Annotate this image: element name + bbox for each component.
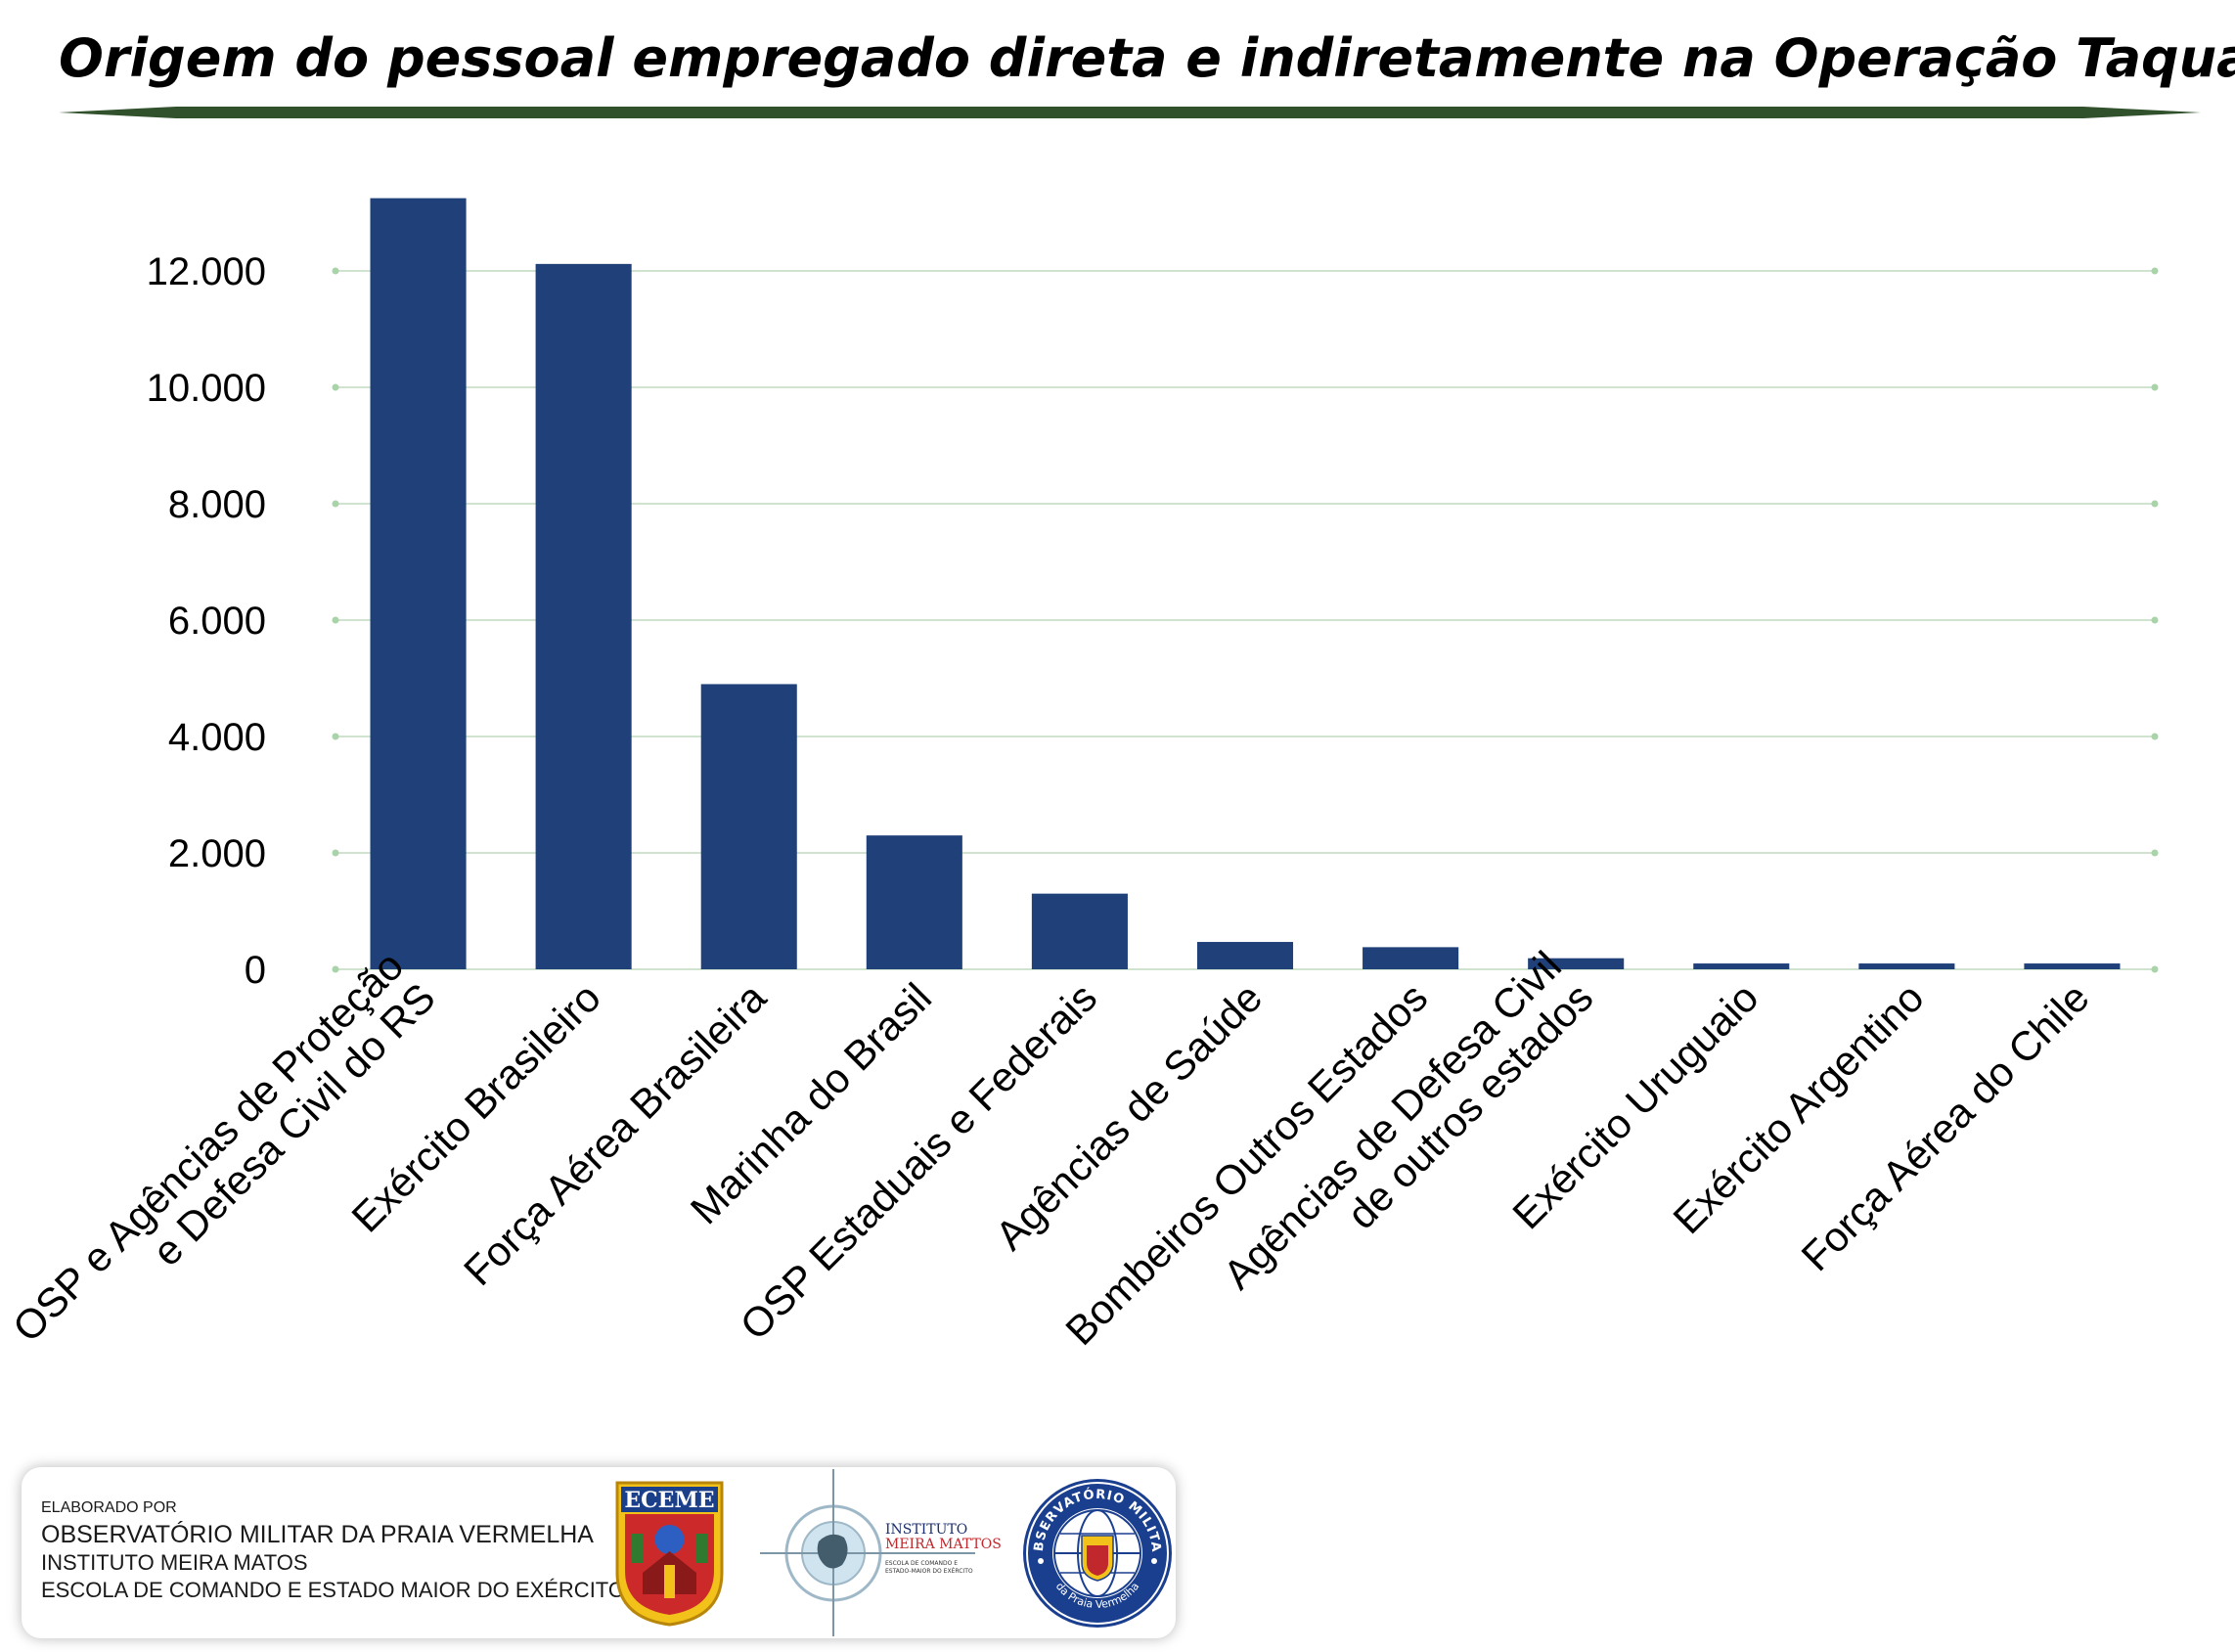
x-tick-label: Força Aérea do Chile (1792, 974, 2097, 1279)
gridline-dot (2151, 965, 2159, 973)
bar (700, 684, 797, 969)
gridline-dot (2151, 267, 2159, 275)
gridline-dot (2151, 733, 2159, 740)
y-tick-label: 0 (245, 949, 266, 992)
gridline-dot (2151, 383, 2159, 391)
x-tick-label: Força Aérea Brasileira (455, 974, 775, 1294)
y-tick-label: 8.000 (168, 483, 266, 526)
chart-title: Origem do pessoal empregado direta e ind… (59, 27, 2235, 89)
bar (1693, 963, 1790, 969)
footer-line-instituto: INSTITUTO MEIRA MATOS (41, 1550, 308, 1575)
footer-credits: ELABORADO POR OBSERVATÓRIO MILITAR DA PR… (22, 1467, 1176, 1638)
title-underline (59, 107, 2201, 118)
gridline-dot (332, 267, 339, 275)
x-tick-label-line: OSP e Agências de Proteção (4, 943, 412, 1351)
bar (1528, 958, 1625, 969)
x-tick-label: OSP Estaduais e Federais (732, 974, 1106, 1349)
gridline-dot (332, 500, 339, 508)
footer-text: ELABORADO POR OBSERVATÓRIO MILITAR DA PR… (41, 1496, 625, 1604)
eceme-logo-text: ECEME (624, 1488, 714, 1513)
bar (370, 198, 467, 969)
bars (370, 198, 2121, 969)
y-tick-label: 4.000 (168, 716, 266, 759)
bar (1858, 963, 1955, 969)
bar (2024, 963, 2121, 969)
bar (1031, 893, 1128, 969)
observatorio-militar-seal-logo: OBSERVATÓRIO MILITAR da Praia Vermelha (1019, 1475, 1172, 1628)
x-tick-label-line: Força Aérea Brasileira (455, 974, 775, 1294)
gridline-dot (332, 965, 339, 973)
footer-line-escola: ESCOLA DE COMANDO E ESTADO MAIOR DO EXÉR… (41, 1578, 625, 1602)
imm-logo-line1: INSTITUTO (885, 1522, 967, 1538)
gridline-dot (332, 733, 339, 740)
footer-line-elaborado: ELABORADO POR (41, 1499, 177, 1516)
gridline-dot (332, 383, 339, 391)
y-tick-label: 6.000 (168, 600, 266, 643)
y-axis-ticks: 0 2.000 4.000 6.000 8.000 10.000 12.000 (147, 250, 266, 992)
eceme-shield-logo: ECEME (615, 1481, 724, 1627)
bar (866, 835, 962, 969)
gridline-dot (332, 849, 339, 857)
gridline-dot (2151, 500, 2159, 508)
bar (1196, 942, 1294, 969)
y-tick-label: 2.000 (168, 832, 266, 875)
x-tick-label-line: OSP Estaduais e Federais (732, 974, 1106, 1349)
imm-logo-line2: MEIRA MATTOS (885, 1537, 1002, 1552)
bar (1363, 947, 1459, 969)
y-tick-label: 12.000 (147, 250, 266, 293)
imm-logo-sub2: ESTADO-MAIOR DO EXÉRCITO (885, 1567, 973, 1575)
gridline-dot (2151, 616, 2159, 624)
y-tick-label: 10.000 (147, 367, 266, 410)
imm-logo-sub1: ESCOLA DE COMANDO E (885, 1560, 958, 1567)
x-tick-label-line: Força Aérea do Chile (1792, 974, 2097, 1279)
footer-line-observatorio: OBSERVATÓRIO MILITAR DA PRAIA VERMELHA (41, 1521, 594, 1548)
instituto-meira-mattos-logo: INSTITUTO MEIRA MATTOS ESCOLA DE COMANDO… (760, 1469, 1002, 1636)
bar (535, 263, 632, 969)
x-tick-label-line: e Defesa Civil do RS (144, 974, 444, 1274)
gridline-dot (2151, 849, 2159, 857)
gridline-dot (332, 616, 339, 624)
